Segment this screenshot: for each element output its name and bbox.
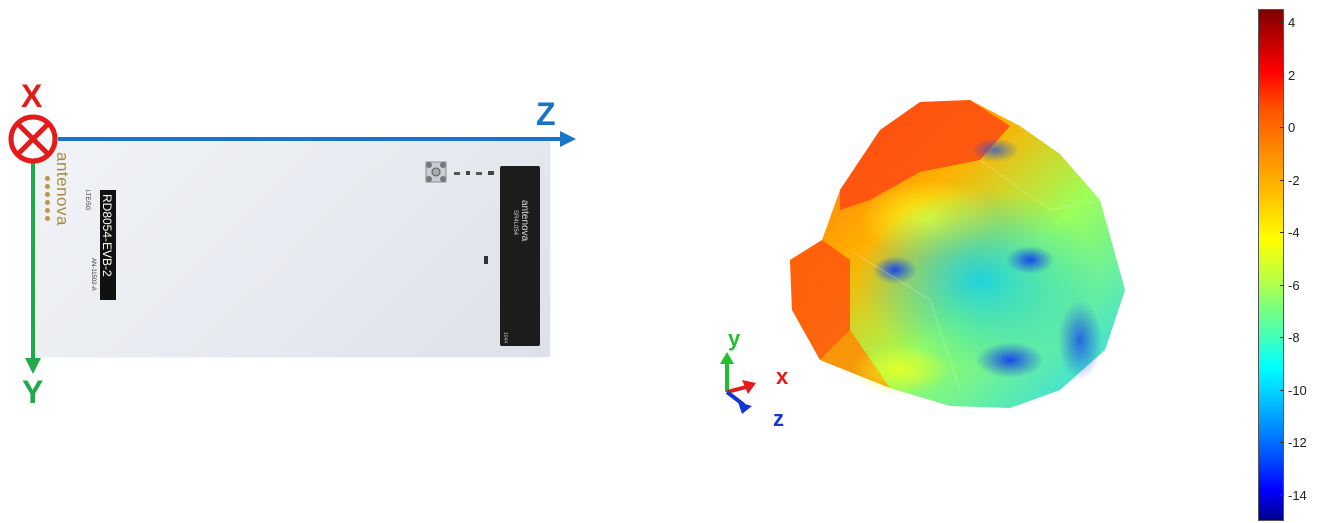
- y-axis-label: Y: [22, 374, 44, 410]
- colorbar-tick-mark: [1280, 337, 1284, 338]
- colorbar-tick-mark: [1280, 232, 1284, 233]
- colorbar-tick-label: 4: [1288, 15, 1296, 30]
- colorbar-tick-label: -6: [1288, 278, 1300, 293]
- colorbar-tick-label: -4: [1288, 225, 1300, 240]
- antenna-chip: [500, 166, 540, 346]
- coordinate-triad: [720, 352, 756, 414]
- colorbar-tick-mark: [1280, 180, 1284, 181]
- x-axis-label: X: [21, 78, 43, 114]
- colorbar-tick-label: -12: [1288, 435, 1307, 450]
- colorbar-tick-label: -14: [1288, 488, 1307, 503]
- axis-arrows: [8, 114, 576, 374]
- pcb-board: [36, 139, 550, 357]
- colorbar-tick-mark: [1280, 495, 1284, 496]
- radiation-pattern-3d: [790, 100, 1125, 408]
- triad-y-label: y: [728, 326, 741, 351]
- logo-dots: [42, 176, 54, 221]
- colorbar-tick-label: 2: [1288, 68, 1296, 83]
- colorbar-tick-mark: [1280, 22, 1284, 23]
- colorbar-tick-label: -8: [1288, 330, 1300, 345]
- colorbar-tick-mark: [1280, 75, 1284, 76]
- triad-x-label: x: [776, 364, 789, 389]
- colorbar-tick-label: 0: [1288, 120, 1296, 135]
- colorbar-tick-mark: [1280, 442, 1284, 443]
- small-component: [484, 256, 488, 264]
- colorbar-tick-mark: [1280, 285, 1284, 286]
- triad-z-label: z: [773, 406, 784, 431]
- board-part-label: RD8054-EVB-2: [100, 190, 116, 300]
- colorbar-tick-mark: [1280, 127, 1284, 128]
- sma-connector: [425, 161, 447, 183]
- matching-components: [454, 171, 494, 175]
- colorbar-tick-mark: [1280, 390, 1284, 391]
- colorbar-tick-label: -2: [1288, 173, 1300, 188]
- z-axis-label: Z: [536, 96, 556, 132]
- colorbar: [1258, 9, 1284, 521]
- colorbar-tick-label: -10: [1288, 383, 1307, 398]
